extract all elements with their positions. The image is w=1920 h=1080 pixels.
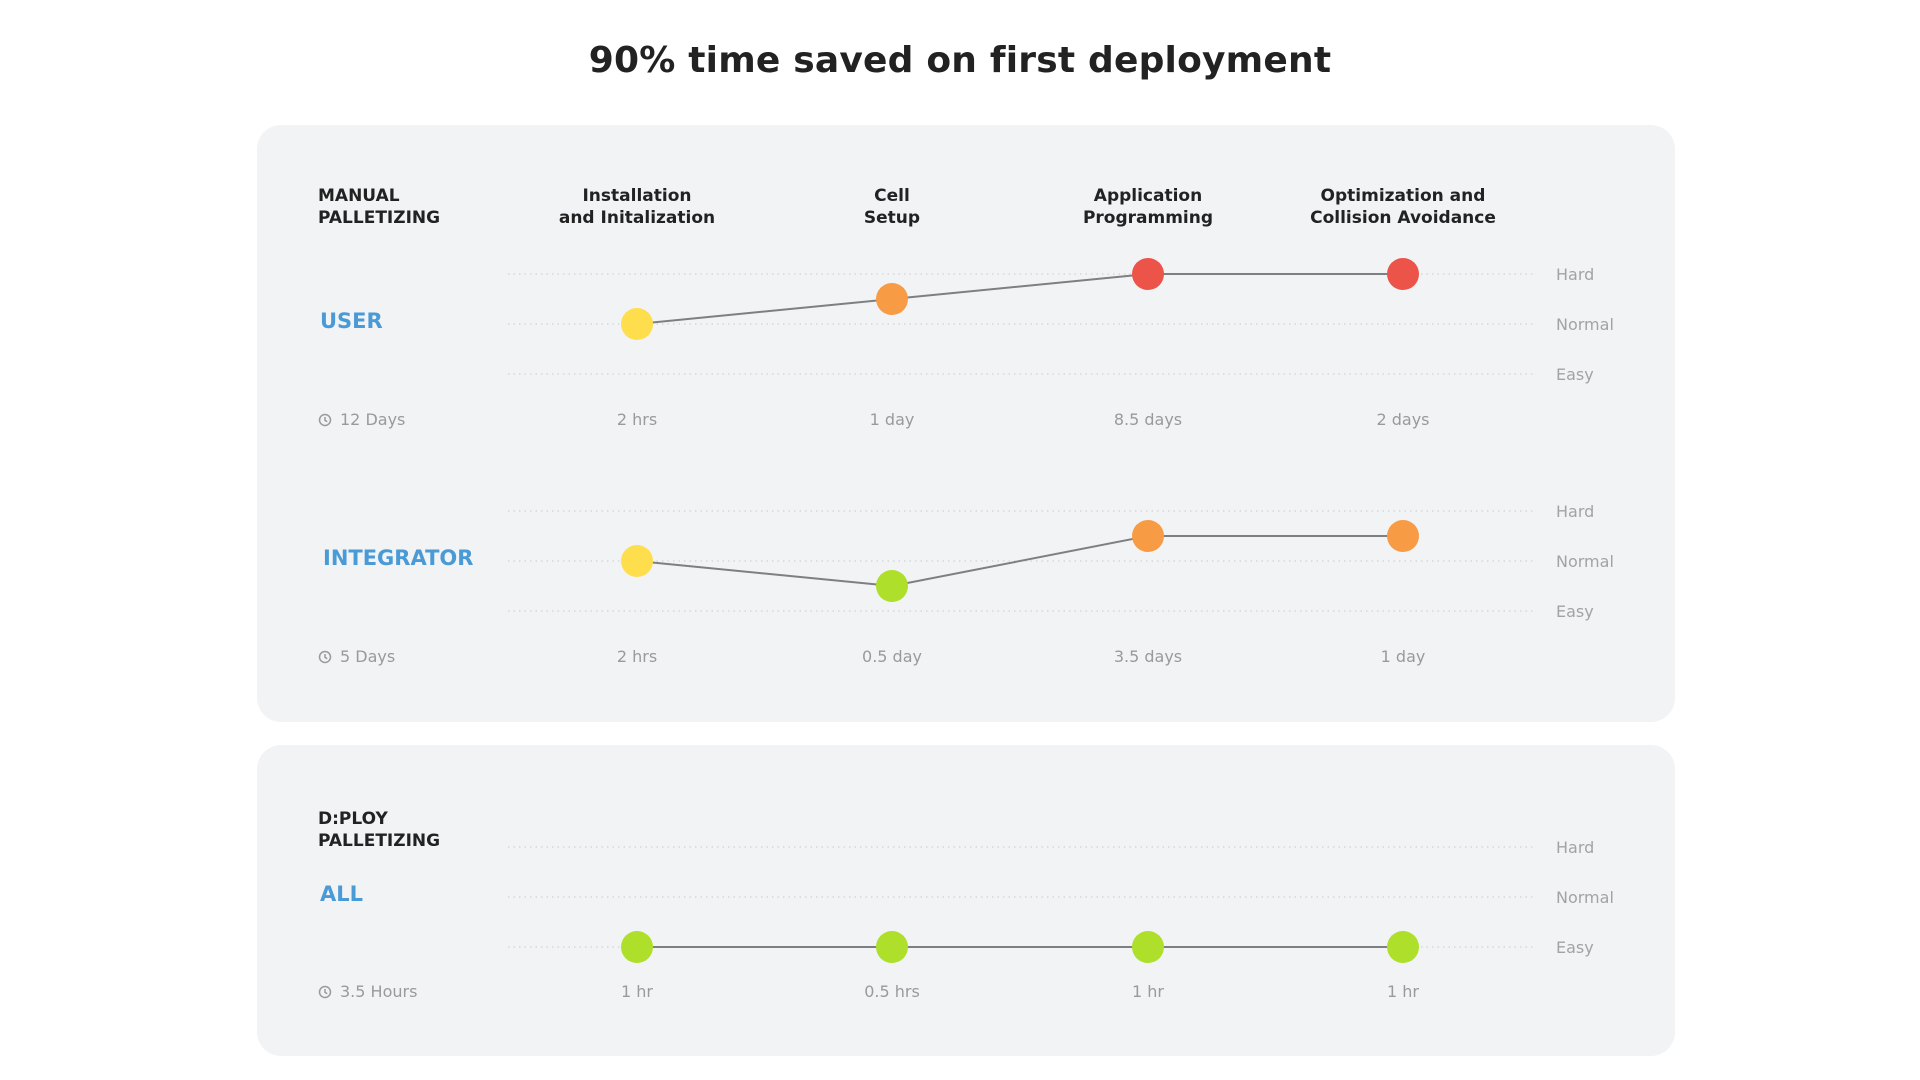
data-point <box>1387 258 1419 290</box>
series-total-value: 5 Days <box>340 647 396 666</box>
series-label: USER <box>320 309 383 333</box>
stage-time: 1 day <box>1380 647 1426 666</box>
data-point <box>1132 931 1164 963</box>
level-tick-label: Hard <box>1556 838 1594 857</box>
data-point <box>876 931 908 963</box>
clock-icon <box>318 984 340 1000</box>
series-total-value: 3.5 Hours <box>340 982 418 1001</box>
stage-time: 1 hr <box>621 982 653 1001</box>
level-tick-label: Easy <box>1556 938 1594 957</box>
series-total: 5 Days <box>318 647 395 666</box>
level-tick-label: Normal <box>1556 315 1614 334</box>
stage-header: Installation and Initalization <box>558 186 716 228</box>
stage-time: 2 days <box>1376 410 1430 429</box>
series-label: ALL <box>320 882 364 906</box>
panel-label: D:PLOY PALLETIZING <box>318 809 441 851</box>
data-point <box>1132 520 1164 552</box>
series-total-value: 12 Days <box>340 410 406 429</box>
series-total: 3.5 Hours <box>318 982 417 1001</box>
data-point <box>1132 258 1164 290</box>
level-tick-label: Hard <box>1556 502 1594 521</box>
series-total: 12 Days <box>318 410 405 429</box>
data-point <box>621 308 653 340</box>
stage-time: 0.5 day <box>862 647 922 666</box>
stage-time: 1 hr <box>1387 982 1419 1001</box>
stage-header: Optimization and Collision Avoidance <box>1310 186 1496 228</box>
stage-header: Cell Setup <box>863 186 921 228</box>
stage-time: 8.5 days <box>1113 410 1183 429</box>
series-label: INTEGRATOR <box>323 546 474 570</box>
manual-palletizing-panel <box>257 125 1675 722</box>
data-point <box>621 931 653 963</box>
stage-time: 2 hrs <box>616 647 658 666</box>
stage-time: 0.5 hrs <box>864 982 920 1001</box>
clock-icon <box>318 412 340 428</box>
data-point <box>1387 931 1419 963</box>
series-line <box>636 273 1403 325</box>
dploy-palletizing-panel <box>257 745 1675 1056</box>
level-tick-label: Easy <box>1556 365 1594 384</box>
series-line <box>636 535 1403 588</box>
data-point <box>621 545 653 577</box>
level-tick-label: Normal <box>1556 552 1614 571</box>
stage-time: 1 day <box>869 410 915 429</box>
level-tick-label: Hard <box>1556 265 1594 284</box>
stage-time: 1 hr <box>1132 982 1164 1001</box>
level-tick-label: Easy <box>1556 602 1594 621</box>
data-point <box>1387 520 1419 552</box>
data-point <box>876 570 908 602</box>
level-tick-label: Normal <box>1556 888 1614 907</box>
page-title: 90% time saved on first deployment <box>588 40 1332 81</box>
panel-label: MANUAL PALLETIZING <box>318 186 441 228</box>
stage-time: 3.5 days <box>1113 647 1183 666</box>
clock-icon <box>318 649 340 665</box>
stage-header: Application Programming <box>1082 186 1214 228</box>
data-point <box>876 283 908 315</box>
stage-time: 2 hrs <box>616 410 658 429</box>
